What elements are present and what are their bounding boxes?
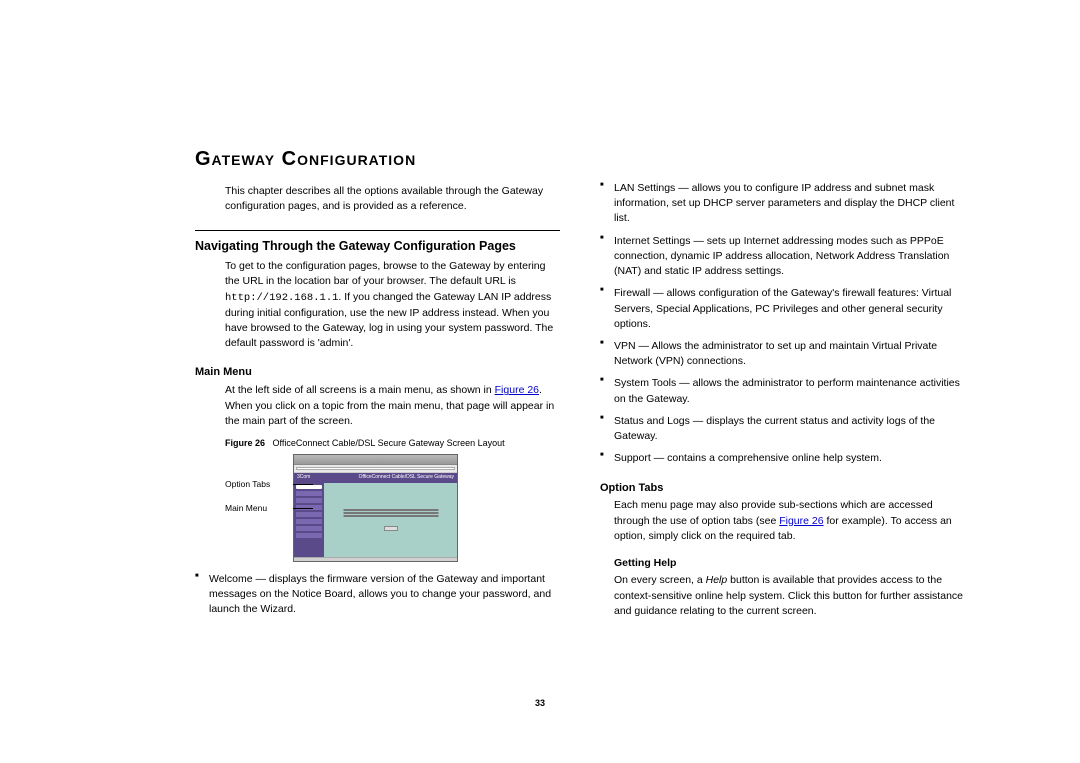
page-number: 33: [535, 698, 545, 708]
sidebar-mock: [294, 483, 324, 557]
sidebar-tab: [296, 485, 322, 489]
nav-text-a: To get to the configuration pages, brows…: [225, 260, 545, 287]
page-container: Gateway Configuration This chapter descr…: [0, 0, 1080, 763]
figure-callouts: Option Tabs Main Menu: [225, 454, 293, 515]
horizontal-rule: [195, 230, 560, 231]
bullets-right: LAN Settings — allows you to configure I…: [600, 181, 965, 467]
chapter-title: Gateway Configuration: [195, 145, 560, 174]
content-area-mock: [324, 483, 457, 557]
sidebar-item: [296, 519, 322, 524]
sidebar-item: [296, 512, 322, 517]
getting-help-heading: Getting Help: [600, 556, 965, 571]
bullet-vpn: VPN — Allows the administrator to set up…: [600, 339, 965, 369]
screenshot-mock: 3Com OfficeConnect Cable/DSL Secure Gate…: [293, 454, 458, 562]
brand-left: 3Com: [297, 474, 310, 481]
figure-link-2[interactable]: Figure 26: [779, 515, 823, 527]
screenshot-body: [294, 483, 457, 557]
gateway-url: http://192.168.1.1: [225, 292, 338, 304]
bullet-welcome: Welcome — displays the firmware version …: [195, 572, 560, 618]
address-bar: [294, 465, 457, 473]
nav-section-heading: Navigating Through the Gateway Configura…: [195, 239, 560, 255]
figure-caption-text: OfficeConnect Cable/DSL Secure Gateway S…: [273, 438, 505, 448]
figure-label: Figure 26: [225, 438, 265, 448]
sidebar-item: [296, 526, 322, 531]
callout-main-menu: Main Menu: [225, 502, 293, 514]
content-button-mock: [384, 526, 398, 531]
callout-option-tabs: Option Tabs: [225, 478, 293, 490]
bullet-systemtools: System Tools — allows the administrator …: [600, 376, 965, 406]
brand-right: OfficeConnect Cable/DSL Secure Gateway: [359, 474, 454, 481]
right-column: LAN Settings — allows you to configure I…: [600, 145, 965, 627]
bullet-support: Support — contains a comprehensive onlin…: [600, 451, 965, 466]
main-menu-paragraph: At the left side of all screens is a mai…: [195, 383, 560, 429]
main-menu-heading: Main Menu: [195, 365, 560, 381]
bullet-firewall: Firewall — allows configuration of the G…: [600, 286, 965, 332]
gh-text-a: On every screen, a: [614, 574, 706, 586]
bullet-lan: LAN Settings — allows you to configure I…: [600, 181, 965, 227]
option-tabs-heading: Option Tabs: [600, 481, 965, 497]
figure-link[interactable]: Figure 26: [495, 384, 539, 396]
sidebar-item: [296, 491, 322, 496]
brand-bar: 3Com OfficeConnect Cable/DSL Secure Gate…: [294, 473, 457, 483]
address-field: [296, 467, 455, 470]
getting-help-paragraph: On every screen, a Help button is availa…: [600, 573, 965, 619]
mm-text-a: At the left side of all screens is a mai…: [225, 384, 495, 396]
two-column-layout: Gateway Configuration This chapter descr…: [195, 145, 965, 627]
nav-paragraph: To get to the configuration pages, brows…: [195, 259, 560, 351]
left-column: Gateway Configuration This chapter descr…: [195, 145, 560, 627]
bullets-left: Welcome — displays the firmware version …: [195, 572, 560, 618]
figure-caption: Figure 26 OfficeConnect Cable/DSL Secure…: [225, 437, 560, 450]
sidebar-item: [296, 533, 322, 538]
option-tabs-paragraph: Each menu page may also provide sub-sect…: [600, 498, 965, 544]
bullet-status: Status and Logs — displays the current s…: [600, 414, 965, 444]
help-italic: Help: [706, 574, 728, 586]
figure-26: Option Tabs Main Menu 3Com OfficeConnect…: [225, 454, 560, 562]
sidebar-item: [296, 498, 322, 503]
status-bar-mock: [294, 557, 457, 561]
window-titlebar: [294, 455, 457, 465]
intro-paragraph: This chapter describes all the options a…: [195, 184, 560, 214]
content-text-lines: [343, 509, 438, 511]
bullet-internet: Internet Settings — sets up Internet add…: [600, 234, 965, 280]
